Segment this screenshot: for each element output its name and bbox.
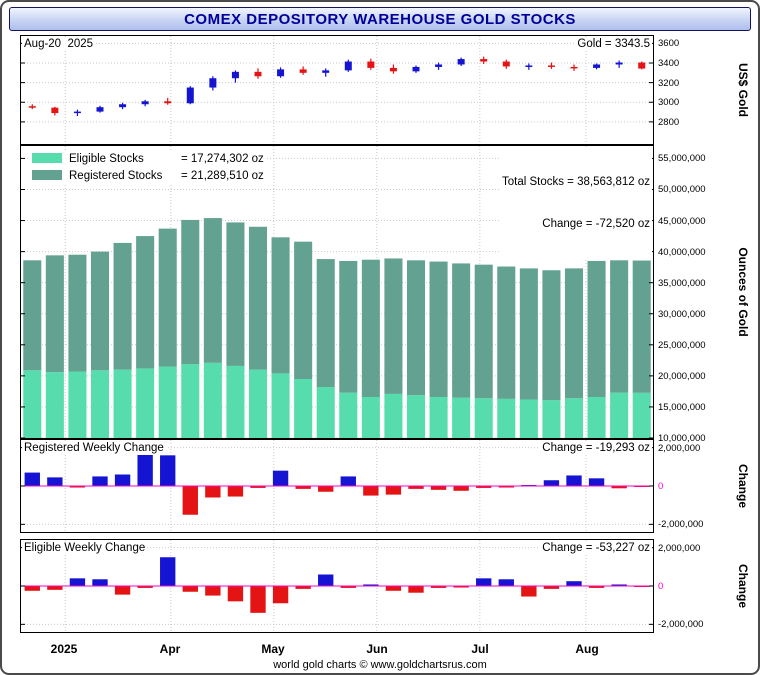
stocks-totals-label: Total Stocks = 38,563,812 oz Change = -7… [499,147,652,259]
legend-row-registered: Registered Stocks = 21,289,510 oz [32,168,264,185]
y-tick-label: 2,000,000 [658,442,701,454]
x-label-aug: Aug [575,642,599,656]
legend-label: Registered Stocks [69,170,163,182]
eligible-change-panel: Eligible Weekly Change Change = -53,227 … [20,539,654,633]
y-tick-label: 50,000,000 [658,184,706,196]
registered-swatch-icon [32,170,62,180]
y-tick-label: 3200 [658,77,680,89]
registered-change-panel: Registered Weekly Change Change = -19,29… [20,439,654,533]
eligible-swatch-icon [32,153,62,163]
x-label-apr: Apr [159,642,181,656]
change-bar-series [24,557,650,613]
stocks-panel: Eligible Stocks = 17,274,302 oz Registere… [20,145,654,439]
y-tick-label: 3000 [658,97,680,109]
y-tick-label: 25,000,000 [658,339,706,351]
stacked-bar-series [23,218,651,438]
price-panel: Aug-20 2025 Gold = 3343.5 [20,35,654,145]
change-bar-series [24,447,650,515]
y-tick-label: 15,000,000 [658,401,706,413]
y-tick-label: 55,000,000 [658,153,706,165]
stocks-stacked-bar-chart [21,146,653,438]
x-label-jul: Jul [471,642,489,656]
y-tick-label: -2,000,000 [658,519,704,531]
price-candlestick-chart [21,36,653,144]
y-tick-label: 10,000,000 [658,433,706,444]
legend-row-eligible: Eligible Stocks = 17,274,302 oz [32,151,264,168]
y-tick-label: 40,000,000 [658,246,706,258]
legend-label: Eligible Stocks [69,153,144,165]
price-last-label: Gold = 3343.5 [575,37,652,51]
y-tick-label: 20,000,000 [658,370,706,382]
title-bar: COMEX DEPOSITORY WAREHOUSE GOLD STOCKS [9,7,751,31]
stocks-axis-title: Ounces of Gold [736,247,750,337]
y-tick-label: 0 [658,481,664,492]
price-date-label: Aug-20 2025 [22,37,96,51]
y-tick-label: 30,000,000 [658,308,706,320]
attribution-footer: world gold charts © www.goldchartsrus.co… [273,659,487,671]
legend-value: = 17,274,302 oz [181,153,264,165]
registered-change-title: Registered Weekly Change [22,441,166,455]
y-tick-label: 45,000,000 [658,215,706,227]
y-tick-label: 3600 [658,38,680,50]
eligible-change-value: Change = -53,227 oz [540,541,652,555]
total-stocks-label: Total Stocks = 38,563,812 oz [501,176,650,188]
y-tick-label: 3400 [658,58,680,69]
registered-axis-title: Change [736,463,750,509]
candlestick-series [28,56,646,117]
total-change-label: Change = -72,520 oz [542,218,650,230]
y-tick-label: -2,000,000 [658,619,704,631]
y-tick-label: 35,000,000 [658,277,706,289]
eligible-axis-title: Change [736,563,750,609]
page-title: COMEX DEPOSITORY WAREHOUSE GOLD STOCKS [184,10,576,28]
gridlines [21,36,653,144]
y-tick-label: 0 [658,581,664,592]
y-tick-label: 2800 [658,116,680,128]
legend-value: = 21,289,510 oz [181,170,264,182]
stocks-legend: Eligible Stocks = 17,274,302 oz Registere… [29,151,267,185]
registered-change-bar-chart [21,440,653,532]
x-label-jun: Jun [366,642,388,656]
x-label-year: 2025 [50,642,78,656]
eligible-change-bar-chart [21,540,653,632]
eligible-change-title: Eligible Weekly Change [22,541,148,555]
price-axis-title: US$ Gold [736,62,750,118]
y-tick-label: 2,000,000 [658,542,701,554]
x-label-may: May [261,642,285,656]
registered-change-value: Change = -19,293 oz [540,441,652,455]
